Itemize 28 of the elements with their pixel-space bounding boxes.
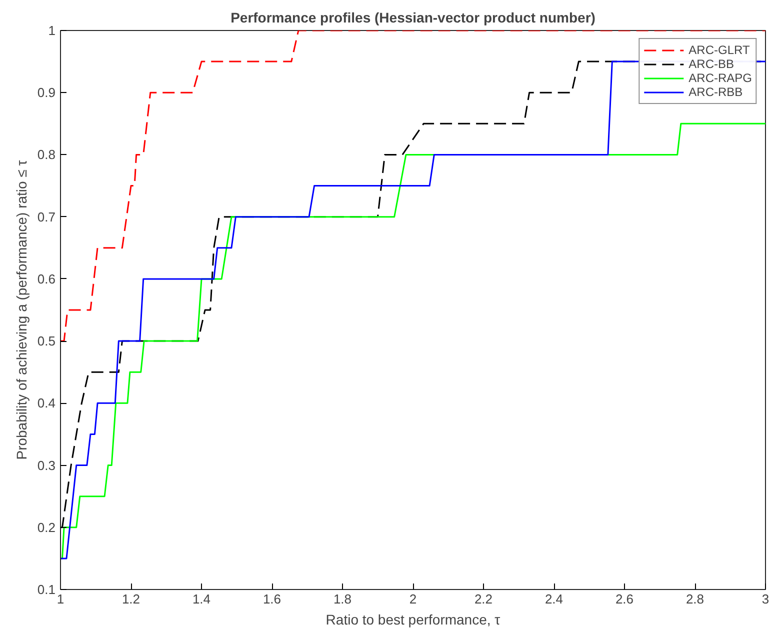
y-tick-label: 0.5 bbox=[37, 334, 56, 349]
x-tick-label: 1.4 bbox=[192, 592, 211, 606]
y-tick-label: 0.6 bbox=[37, 271, 56, 286]
y-axis-title: Probability of achieving a (performance) ratio ≤ τ bbox=[13, 160, 30, 460]
y-tick-label: 0.9 bbox=[37, 85, 56, 100]
x-tick-label: 1.6 bbox=[262, 592, 282, 606]
x-tick-label: 1.2 bbox=[122, 592, 140, 606]
y-tick-label: 0.3 bbox=[37, 458, 56, 473]
x-tick-label: 2 bbox=[409, 592, 417, 606]
x-axis-title: Ratio to best performance, τ bbox=[326, 612, 501, 628]
x-tick-label: 2.8 bbox=[686, 592, 704, 606]
x-tick-label: 2.2 bbox=[474, 592, 493, 606]
chart-title: Performance profiles (Hessian-vector product number) bbox=[230, 10, 596, 26]
y-tick-label: 0.2 bbox=[37, 520, 56, 535]
y-tick-label: 0.1 bbox=[37, 582, 56, 597]
y-tick-label: 1 bbox=[48, 23, 56, 38]
y-tick-label: 0.7 bbox=[37, 209, 56, 224]
y-tick-label: 0.4 bbox=[37, 396, 56, 411]
legend-label: ARC-BB bbox=[688, 57, 734, 71]
x-tick-label: 2.4 bbox=[544, 592, 564, 606]
legend-label: ARC-RBB bbox=[688, 85, 743, 99]
y-tick-label: 0.8 bbox=[37, 147, 56, 162]
line-series bbox=[60, 30, 766, 342]
legend-label: ARC-GLRT bbox=[688, 43, 750, 57]
x-tick-label: 3 bbox=[762, 592, 770, 606]
x-tick-label: 1.8 bbox=[333, 592, 352, 606]
legend-label: ARC-RAPG bbox=[688, 71, 752, 85]
x-tick-label: 2.6 bbox=[615, 592, 634, 606]
